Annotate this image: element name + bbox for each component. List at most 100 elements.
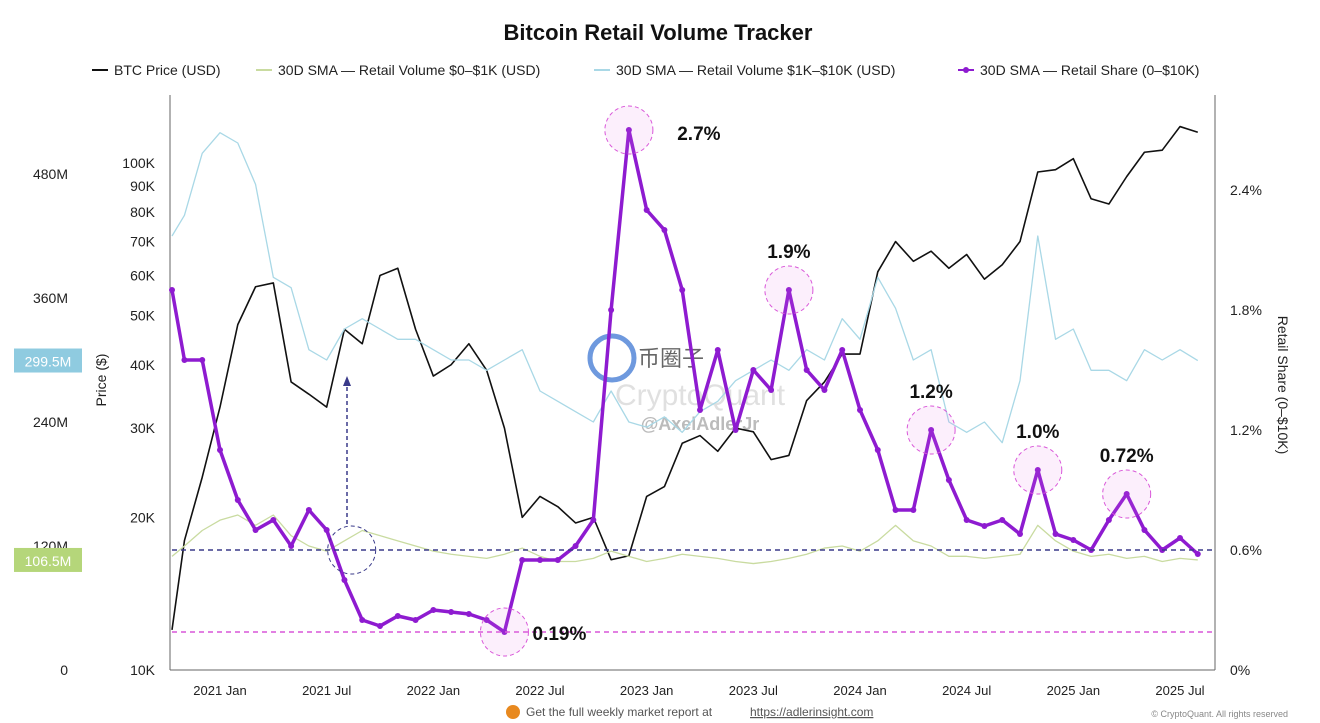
share-point bbox=[1141, 527, 1148, 533]
chart-title: Bitcoin Retail Volume Tracker bbox=[504, 20, 813, 45]
share-point bbox=[857, 407, 863, 413]
price-tick-label: 40K bbox=[130, 357, 156, 373]
share-tick-label: 2.4% bbox=[1230, 182, 1262, 198]
share-point bbox=[181, 357, 188, 363]
x-tick-label: 2022 Jul bbox=[515, 683, 564, 698]
share-point bbox=[821, 387, 828, 393]
share-point bbox=[501, 629, 508, 635]
share-tick-label: 0.6% bbox=[1230, 542, 1262, 558]
volume-tick-label: 360M bbox=[33, 290, 68, 306]
share-point bbox=[608, 307, 615, 313]
share-point bbox=[554, 557, 561, 563]
share-point bbox=[1105, 517, 1112, 523]
watermark: 币圈子 CryptoQuant @AxelAdlerJr bbox=[587, 333, 786, 434]
price-tick-label: 100K bbox=[122, 155, 155, 171]
share-point bbox=[169, 287, 175, 293]
x-tick-label: 2025 Jan bbox=[1047, 683, 1101, 698]
share-point bbox=[945, 477, 952, 483]
share-point bbox=[572, 543, 579, 549]
share-point bbox=[483, 617, 490, 623]
share-point bbox=[625, 127, 632, 133]
share-point bbox=[465, 611, 472, 617]
annotation-label: 1.9% bbox=[767, 242, 810, 263]
price-tick-label: 90K bbox=[130, 178, 156, 194]
peak-highlight bbox=[604, 105, 654, 155]
x-tick-label: 2023 Jul bbox=[729, 683, 778, 698]
share-tick-label: 0% bbox=[1230, 662, 1250, 678]
value-badge bbox=[14, 348, 82, 373]
share-point bbox=[519, 557, 526, 563]
share-point bbox=[430, 607, 437, 613]
price-tick-label: 60K bbox=[130, 267, 156, 283]
share-point bbox=[963, 517, 970, 523]
annotation-label: 1.0% bbox=[1016, 422, 1059, 443]
legend-label: 30D SMA — Retail Volume $0–$1K (USD) bbox=[278, 62, 540, 78]
share-point bbox=[323, 527, 330, 533]
share-point bbox=[252, 527, 259, 533]
x-tick-label: 2021 Jul bbox=[302, 683, 351, 698]
volume-tick-label: 480M bbox=[33, 166, 68, 182]
watermark-author: @AxelAdlerJr bbox=[641, 414, 760, 434]
share-point bbox=[981, 523, 988, 529]
share-point bbox=[661, 227, 668, 233]
share-point bbox=[199, 357, 206, 363]
price-tick-label: 30K bbox=[130, 420, 156, 436]
value-badge-label: 106.5M bbox=[25, 553, 72, 569]
share-point bbox=[590, 517, 597, 523]
share-point bbox=[999, 517, 1006, 523]
peak-highlight bbox=[1102, 469, 1152, 519]
share-point bbox=[697, 407, 703, 413]
share-point bbox=[892, 507, 899, 513]
share-point bbox=[750, 367, 757, 373]
share-point bbox=[803, 367, 810, 373]
share-point bbox=[217, 447, 223, 453]
x-tick-label: 2022 Jan bbox=[407, 683, 461, 698]
arrow-head-icon bbox=[343, 376, 351, 386]
price-tick-label: 10K bbox=[130, 662, 156, 678]
price-tick-label: 50K bbox=[130, 308, 156, 324]
peak-highlight bbox=[479, 607, 529, 657]
annotation-label: 2.7% bbox=[677, 124, 720, 145]
share-point bbox=[1070, 537, 1077, 543]
share-point bbox=[714, 347, 721, 353]
share-point bbox=[1194, 551, 1201, 557]
value-badge bbox=[14, 547, 82, 572]
watermark-logo-icon bbox=[587, 333, 637, 383]
copyright: © CryptoQuant. All rights reserved bbox=[1151, 709, 1288, 719]
legend-label: 30D SMA — Retail Share (0–$10K) bbox=[980, 62, 1199, 78]
share-point bbox=[679, 287, 686, 293]
volume-tick-label: 240M bbox=[33, 414, 68, 430]
share-point bbox=[1123, 491, 1130, 497]
annotation-label: 1.2% bbox=[909, 382, 952, 403]
share-tick-label: 1.2% bbox=[1230, 422, 1262, 438]
share-point bbox=[288, 543, 295, 549]
share-point bbox=[928, 427, 935, 433]
share-point bbox=[412, 617, 419, 623]
share-point bbox=[732, 427, 739, 433]
crossover-highlight bbox=[327, 525, 377, 575]
volume-tick-label: 0 bbox=[60, 662, 68, 678]
share-point bbox=[910, 507, 917, 513]
legend-marker bbox=[963, 67, 969, 73]
share-point bbox=[1034, 467, 1041, 473]
series-line-0 bbox=[171, 125, 1199, 630]
annotation-label: 0.72% bbox=[1100, 446, 1154, 467]
share-point bbox=[359, 617, 366, 623]
peak-highlight bbox=[764, 265, 814, 315]
peak-highlight bbox=[906, 405, 956, 455]
series-line-1 bbox=[171, 514, 1198, 565]
share-tick-label: 1.8% bbox=[1230, 302, 1262, 318]
footer-text: Get the full weekly market report at bbox=[526, 705, 713, 719]
footer-link[interactable]: https://adlerinsight.com bbox=[750, 705, 873, 719]
series-line-2 bbox=[171, 132, 1199, 444]
legend: BTC Price (USD) 30D SMA — Retail Volume $… bbox=[92, 62, 1199, 78]
peak-highlight bbox=[1013, 445, 1063, 495]
share-point bbox=[839, 347, 846, 353]
share-point bbox=[1017, 531, 1023, 537]
share-point bbox=[270, 517, 277, 523]
share-point bbox=[643, 207, 650, 213]
share-point bbox=[305, 507, 312, 513]
x-tick-label: 2025 Jul bbox=[1155, 683, 1204, 698]
share-point bbox=[537, 557, 543, 563]
